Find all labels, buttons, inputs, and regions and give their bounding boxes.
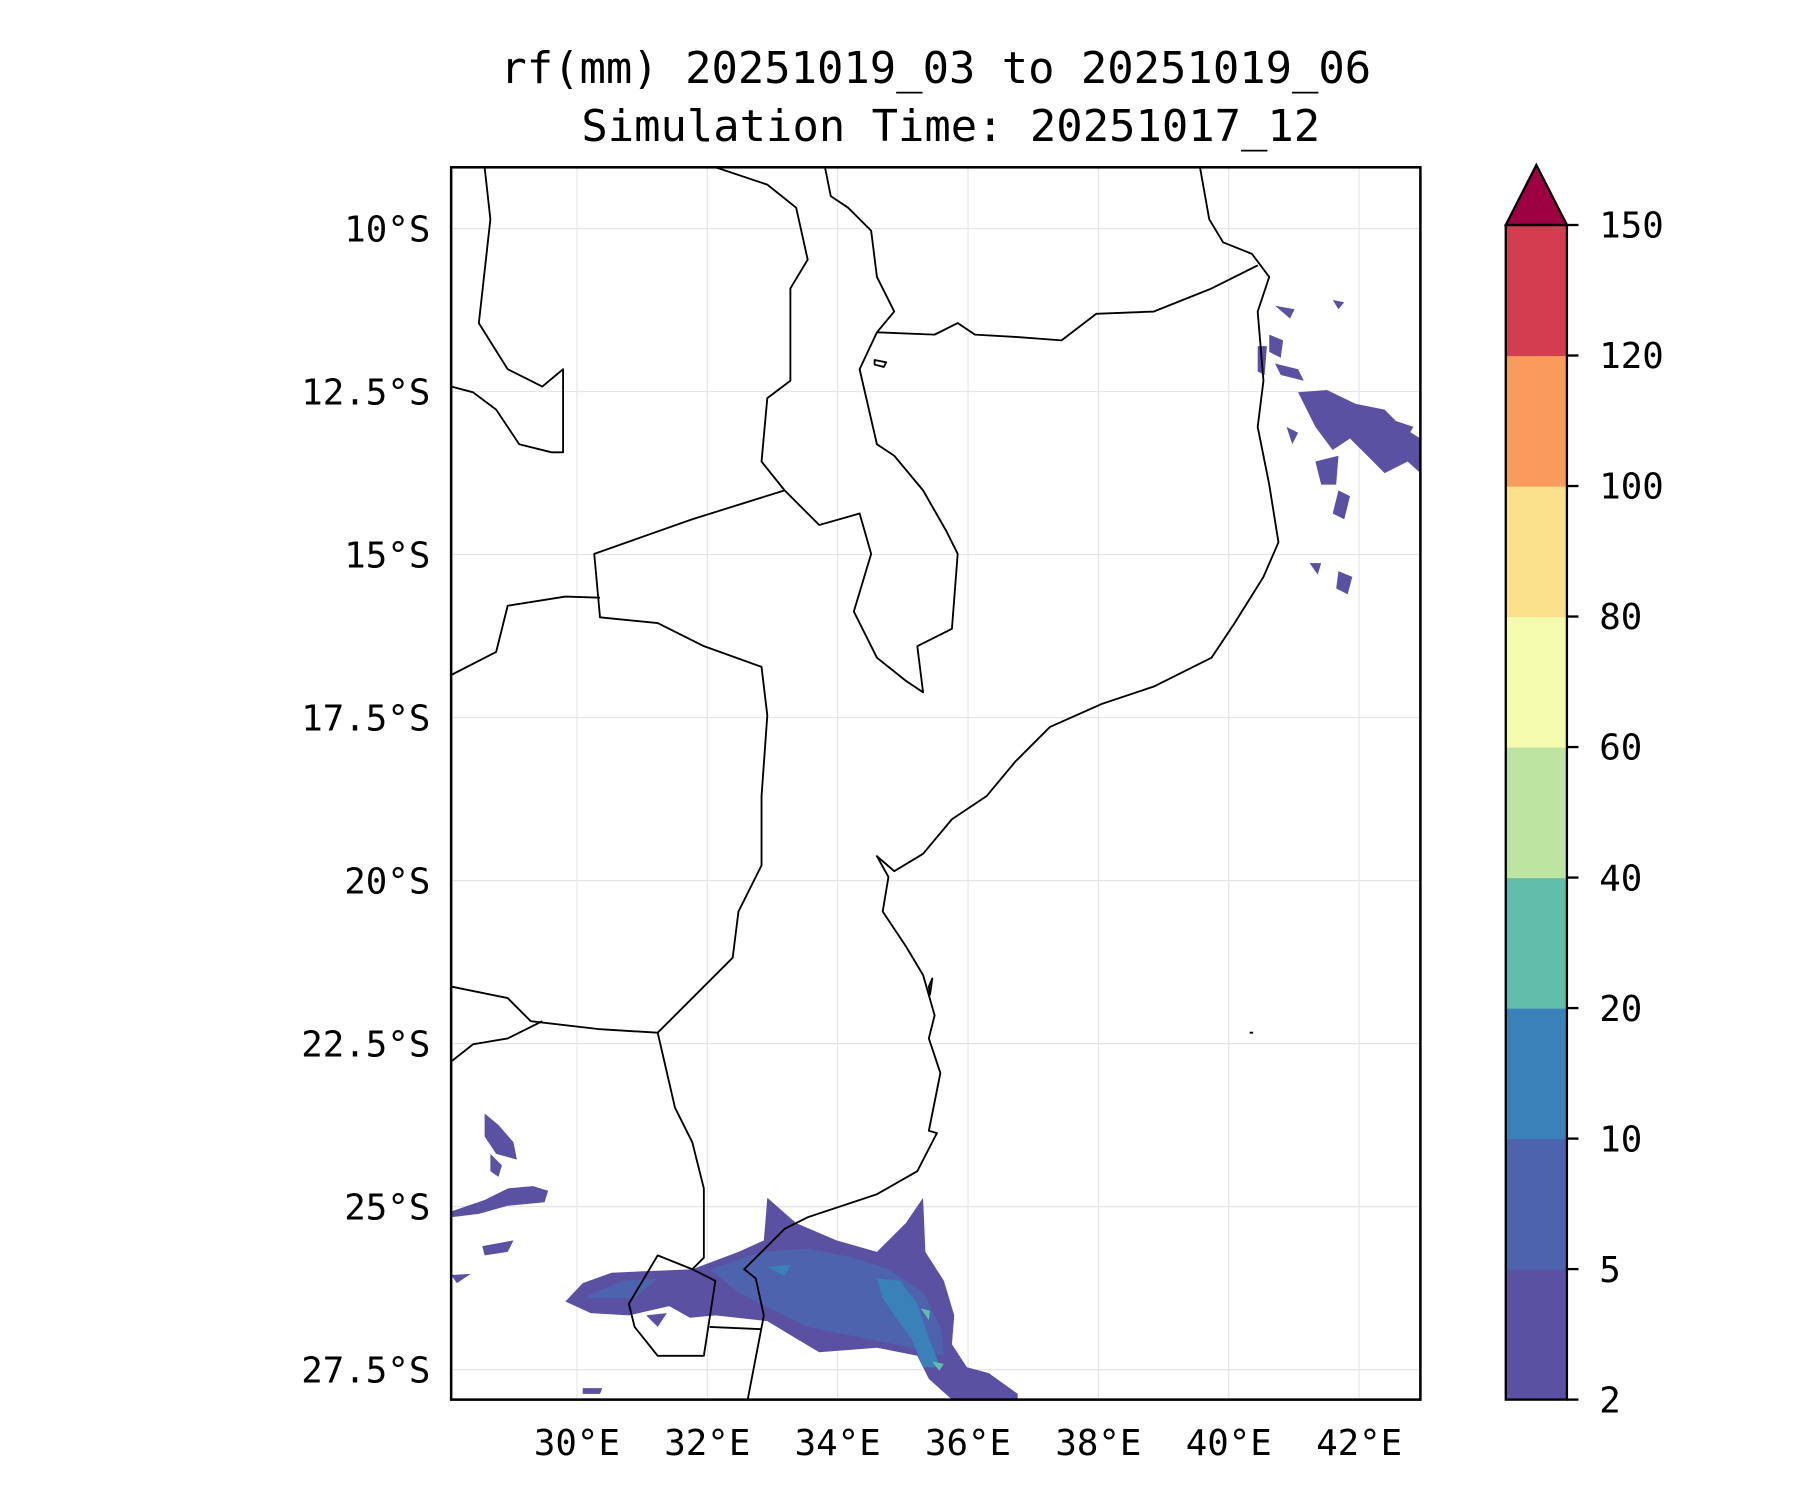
colorbar-bin [1505,616,1567,748]
rain-blob-north-coast [1257,300,1421,595]
border-eswatini [627,1254,717,1357]
country-borders [450,166,1280,1400]
gridlines [451,167,1421,1400]
colorbar-bin [1505,355,1567,487]
x-tick-label: 40°E [1186,1423,1272,1464]
colorbar-frame [1504,223,1569,1401]
y-tick-label: 20°S [344,861,430,902]
x-tick-label: 38°E [1055,1423,1141,1464]
islands [873,359,1254,1034]
coastline-east-africa [743,167,1280,1316]
rain-blob-south-20-40 [920,1308,944,1371]
colorbar-extend-triangle [1503,162,1569,227]
rain-blob-south-10-20 [767,1264,941,1368]
colorbar-tick-label: 100 [1599,467,1664,508]
x-tick-label: 34°E [795,1423,881,1464]
x-tick-label: 36°E [925,1423,1011,1464]
border-zimbabwe-south-africa [450,985,705,1270]
colorbar-tick-label: 5 [1599,1250,1621,1291]
border-zambia-zimbabwe [450,595,601,676]
y-tick-label: 25°S [344,1187,430,1228]
x-axis-ticks: 30°E 32°E 34°E 36°E 38°E 40°E 42°E [534,1423,1402,1464]
colorbar-tick-label: 20 [1599,989,1642,1030]
rain-blob-south-5-10 [582,1248,944,1356]
colorbar-tick-label: 150 [1599,206,1664,247]
colorbar-tick-label: 60 [1599,728,1642,769]
colorbar-bin [1505,877,1567,1009]
colorbar-tick-label: 40 [1599,858,1642,899]
rain-blob-west [451,1113,667,1394]
chart-title: rf(mm) 20251019_03 to 20251019_06 [500,43,1371,94]
colorbar-tick-label: 80 [1599,597,1642,638]
y-tick-label: 15°S [344,535,430,576]
border-botswana-south-africa [450,1020,543,1063]
rain-fills [451,300,1421,1400]
y-axis-ticks: 10°S 12.5°S 15°S 17.5°S 20°S 22.5°S 25°S 27.5°S [301,209,430,1391]
colorbar-bin [1505,1138,1567,1270]
x-tick-label: 32°E [664,1423,750,1464]
x-tick-label: 30°E [534,1423,620,1464]
colorbar-bin [1505,225,1567,357]
border-zambia-drc [450,167,564,454]
y-tick-label: 10°S [344,209,430,250]
map-area: 30°E 32°E 34°E 36°E 38°E 40°E 42°E 10°S12.5°S1… [301,166,1422,1464]
y-tick-label: 27.5°S [301,1350,430,1391]
colorbar-tick-label: 2 [1599,1380,1621,1421]
border-zambia-mozambique-zimbabwe [593,489,785,1034]
colorbar-tick-label: 120 [1599,336,1664,377]
colorbar-bin [1505,486,1567,618]
y-tick-label: 12.5°S [301,372,430,413]
map-frame [449,166,1422,1401]
y-tick-label: 22.5°S [301,1024,430,1065]
border-south-africa-mozambique [709,1315,765,1400]
colorbar: 2 5 10 20 40 60 80 100 120 150 [1503,162,1664,1421]
y-tick-label: 17.5°S [301,698,430,739]
colorbar-bin [1505,747,1567,879]
colorbar-tick-label: 10 [1599,1119,1642,1160]
colorbar-bin [1505,1269,1567,1401]
x-tick-label: 42°E [1316,1423,1402,1464]
chart-subtitle: Simulation Time: 20251017_12 [581,101,1320,152]
colorbar-bin [1505,1008,1567,1140]
border-malawi [715,166,959,694]
border-tanzania-mozambique [876,264,1259,342]
